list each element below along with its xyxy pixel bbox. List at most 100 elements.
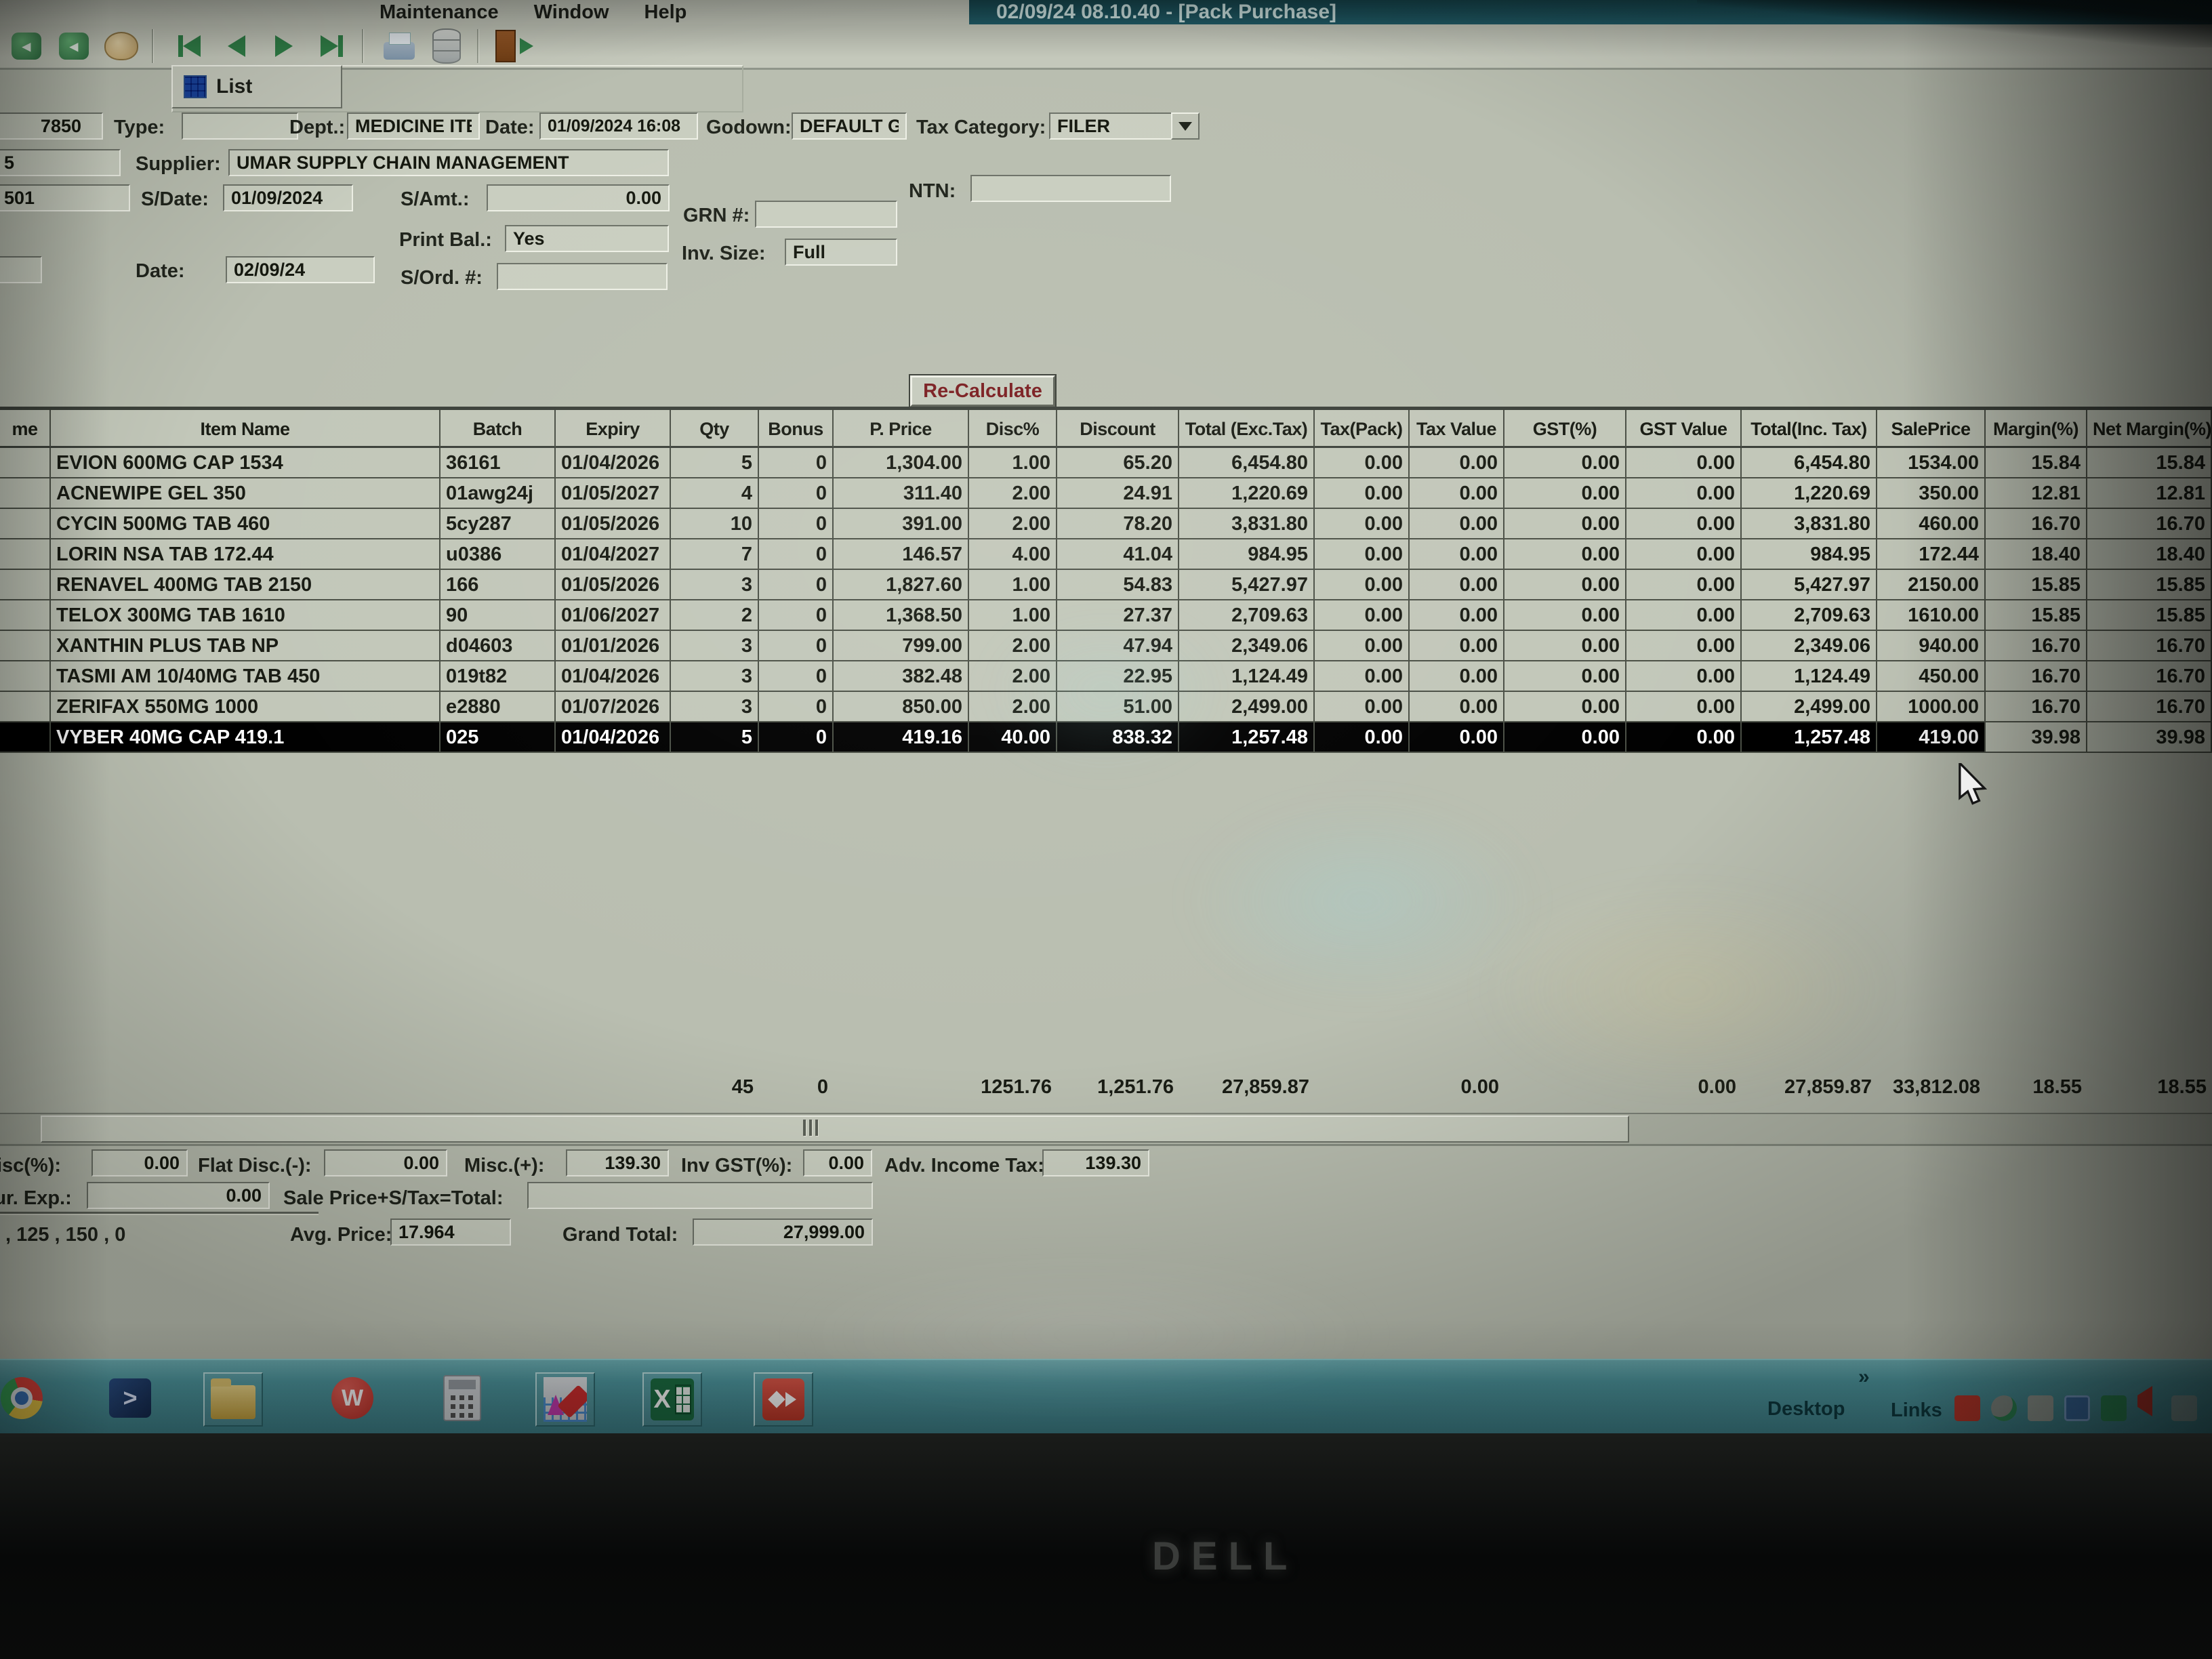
column-header[interactable]: Expiry	[556, 410, 671, 448]
table-cell[interactable]	[0, 600, 51, 631]
table-cell[interactable]	[0, 448, 51, 478]
first-record-button[interactable]	[168, 28, 210, 64]
date2-field[interactable]	[226, 256, 375, 283]
inv-size-field[interactable]	[785, 239, 897, 266]
table-row[interactable]: ACNEWIPE GEL 350 01awg24j 01/05/2027 4 0 311.…	[0, 478, 2212, 509]
table-cell[interactable]: 0.00	[1504, 539, 1626, 570]
table-cell[interactable]: VYBER 40MG CAP 419.1	[51, 722, 441, 753]
inv-gst-field[interactable]	[803, 1149, 872, 1176]
table-cell[interactable]: 2150.00	[1877, 570, 1986, 600]
tray-red-icon[interactable]	[1954, 1395, 1980, 1421]
table-cell[interactable]: 01awg24j	[441, 478, 556, 509]
table-cell[interactable]: 0.00	[1410, 722, 1504, 753]
table-cell[interactable]: 16.70	[1986, 661, 2087, 692]
table-cell[interactable]: 0.00	[1315, 661, 1410, 692]
table-cell[interactable]: 3	[671, 692, 759, 722]
table-cell[interactable]: 2,499.00	[1179, 692, 1315, 722]
table-cell[interactable]: 5,427.97	[1742, 570, 1877, 600]
table-cell[interactable]: 6,454.80	[1742, 448, 1877, 478]
table-cell[interactable]: 24.91	[1057, 478, 1179, 509]
table-cell[interactable]: LORIN NSA TAB 172.44	[51, 539, 441, 570]
table-cell[interactable]: 0	[759, 448, 834, 478]
table-cell[interactable]: 15.84	[1986, 448, 2087, 478]
save-record-button[interactable]: ◂	[5, 28, 47, 64]
table-cell[interactable]: 16.70	[1986, 509, 2087, 539]
table-row[interactable]: VYBER 40MG CAP 419.1 025 01/04/2026 5 0 419.1…	[0, 722, 2212, 753]
table-cell[interactable]: 4	[671, 478, 759, 509]
next-record-button[interactable]	[263, 28, 305, 64]
type-field[interactable]	[182, 112, 298, 140]
table-cell[interactable]: 15.85	[2087, 570, 2212, 600]
table-cell[interactable]: 01/07/2026	[556, 692, 671, 722]
table-cell[interactable]: 12.81	[1986, 478, 2087, 509]
column-header[interactable]: Discount	[1057, 410, 1179, 448]
table-cell[interactable]: 18.40	[2087, 539, 2212, 570]
table-row[interactable]: TELOX 300MG TAB 1610 90 01/06/2027 2 0 1,368.…	[0, 600, 2212, 631]
table-cell[interactable]: 18.40	[1986, 539, 2087, 570]
table-cell[interactable]: 36161	[441, 448, 556, 478]
table-cell[interactable]: 0.00	[1410, 478, 1504, 509]
table-cell[interactable]: 838.32	[1057, 722, 1179, 753]
table-cell[interactable]: 391.00	[834, 509, 969, 539]
table-cell[interactable]: 39.98	[1986, 722, 2087, 753]
table-cell[interactable]: 0	[759, 509, 834, 539]
table-cell[interactable]: ACNEWIPE GEL 350	[51, 478, 441, 509]
table-cell[interactable]	[0, 631, 51, 661]
table-cell[interactable]: 16.70	[1986, 631, 2087, 661]
exit-button[interactable]	[493, 28, 535, 64]
column-header[interactable]: Qty	[671, 410, 759, 448]
table-cell[interactable]: 2,709.63	[1179, 600, 1315, 631]
taskbar-excel-button[interactable]: X	[642, 1372, 702, 1427]
table-cell[interactable]: 146.57	[834, 539, 969, 570]
table-cell[interactable]	[0, 539, 51, 570]
table-cell[interactable]: 382.48	[834, 661, 969, 692]
table-cell[interactable]: TELOX 300MG TAB 1610	[51, 600, 441, 631]
print-bal-field[interactable]	[505, 225, 669, 252]
table-cell[interactable]: 1.00	[969, 570, 1057, 600]
table-cell[interactable]: 419.00	[1877, 722, 1986, 753]
table-cell[interactable]: 90	[441, 600, 556, 631]
column-header[interactable]: Net Margin(%)	[2087, 410, 2212, 448]
table-cell[interactable]: XANTHIN PLUS TAB NP	[51, 631, 441, 661]
table-cell[interactable]: 3,831.80	[1179, 509, 1315, 539]
left-edge-field-2[interactable]	[0, 184, 130, 211]
table-cell[interactable]: EVION 600MG CAP 1534	[51, 448, 441, 478]
table-cell[interactable]: 984.95	[1742, 539, 1877, 570]
table-cell[interactable]: 419.16	[834, 722, 969, 753]
table-cell[interactable]: 7	[671, 539, 759, 570]
table-cell[interactable]: 01/05/2027	[556, 478, 671, 509]
table-cell[interactable]: 0.00	[1315, 570, 1410, 600]
menu-window[interactable]: Window	[533, 1, 609, 23]
table-cell[interactable]: 2,349.06	[1179, 631, 1315, 661]
last-record-button[interactable]	[310, 28, 352, 64]
taskbar-chevron[interactable]: »	[1858, 1366, 1870, 1388]
table-cell[interactable]: 5	[671, 722, 759, 753]
table-cell[interactable]: 0.00	[1315, 631, 1410, 661]
undo-record-button[interactable]: ◂	[53, 28, 95, 64]
table-cell[interactable]: 0.00	[1626, 692, 1742, 722]
table-cell[interactable]: 01/01/2026	[556, 631, 671, 661]
table-cell[interactable]: 5,427.97	[1179, 570, 1315, 600]
column-header[interactable]: Batch	[441, 410, 556, 448]
table-cell[interactable]: 940.00	[1877, 631, 1986, 661]
table-cell[interactable]: 2.00	[969, 509, 1057, 539]
table-cell[interactable]: 0.00	[1504, 600, 1626, 631]
table-cell[interactable]: 0	[759, 478, 834, 509]
table-cell[interactable]: 166	[441, 570, 556, 600]
table-cell[interactable]: d04603	[441, 631, 556, 661]
table-cell[interactable]: 0	[759, 600, 834, 631]
adv-tax-field[interactable]	[1042, 1149, 1149, 1176]
dept-field[interactable]	[347, 112, 480, 140]
table-cell[interactable]: 3	[671, 570, 759, 600]
table-cell[interactable]: 0.00	[1626, 539, 1742, 570]
table-cell[interactable]: 799.00	[834, 631, 969, 661]
table-cell[interactable]: 2.00	[969, 631, 1057, 661]
table-cell[interactable]: 2.00	[969, 692, 1057, 722]
table-cell[interactable]: 0.00	[1315, 539, 1410, 570]
table-cell[interactable]: 0.00	[1626, 478, 1742, 509]
table-cell[interactable]: 54.83	[1057, 570, 1179, 600]
column-header[interactable]: GST(%)	[1504, 410, 1626, 448]
column-header[interactable]: SalePrice	[1877, 410, 1986, 448]
table-cell[interactable]: 0.00	[1410, 631, 1504, 661]
table-cell[interactable]: 0	[759, 661, 834, 692]
